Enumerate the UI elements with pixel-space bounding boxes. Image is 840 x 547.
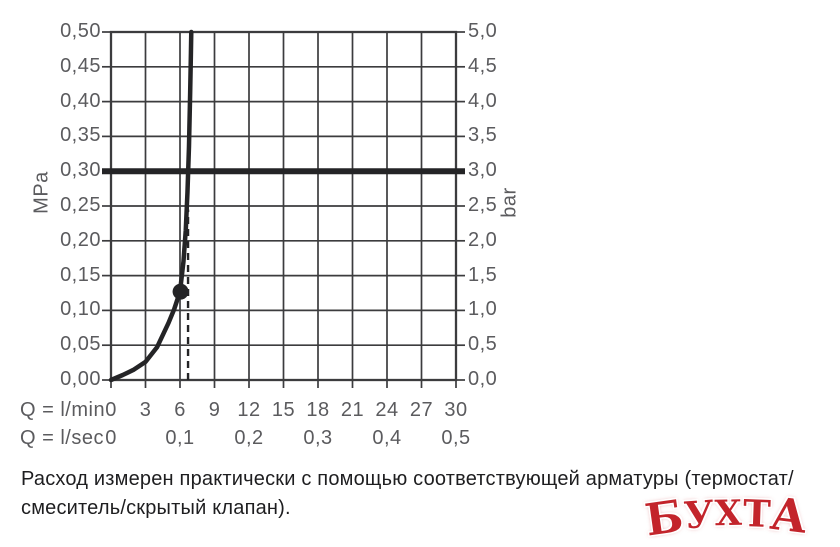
y-left-tick-label: 0,25 (60, 194, 101, 216)
y-right-tick-label: 4,5 (468, 54, 498, 77)
watermark-letter: Х (714, 492, 744, 535)
operating-point-dot (172, 283, 189, 300)
watermark-letter: А (767, 486, 812, 544)
plot-border (109, 30, 458, 382)
caption-line-2: смеситель/скрытый клапан). (21, 497, 291, 519)
y-left-tick-label: 0,35 (60, 124, 101, 147)
x-lmin-tick-label: 27 (409, 399, 434, 421)
x-axis-lmin-label: Q = l/min (20, 399, 106, 421)
caption-line-1: Расход измерен практически с помощью соо… (21, 468, 794, 490)
y-right-tick-label: 2,0 (468, 228, 498, 251)
y-right-tick-label: 0,0 (468, 368, 498, 390)
x-lsec-tick-label: 0,1 (165, 427, 195, 449)
y-right-tick-label: 0,5 (468, 333, 498, 356)
x-lmin-tick-label: 24 (375, 399, 399, 421)
y-left-tick-label: 0,50 (60, 20, 101, 42)
y-right-tick-label: 1,5 (468, 263, 498, 286)
x-lmin-tick-label: 0 (105, 399, 117, 421)
y-left-tick-label: 0,30 (60, 159, 101, 182)
y-right-tick-label: 3,5 (468, 124, 498, 147)
x-lmin-tick-label: 21 (340, 399, 365, 421)
y-right-tick-label: 3,0 (468, 159, 498, 182)
x-lsec-tick-label: 0 (105, 427, 117, 449)
x-lmin-tick-label: 15 (271, 399, 296, 421)
y-left-tick-label: 0,45 (60, 54, 101, 77)
y-right-tick-label: 2,5 (468, 194, 498, 216)
x-lmin-tick-label: 12 (237, 399, 261, 421)
caption: Расход измерен практически с помощью соо… (21, 465, 794, 523)
y-right-tick-label: 1,0 (468, 298, 498, 321)
y-left-tick-label: 0,20 (60, 228, 101, 251)
y-right-tick-label: 4,0 (468, 89, 498, 112)
x-lsec-tick-label: 0,3 (303, 427, 333, 449)
x-lsec-tick-label: 0,2 (234, 427, 264, 449)
y-left-tick-label: 0,15 (60, 263, 101, 286)
y-right-tick-label: 5,0 (468, 20, 498, 42)
watermark-letter: У (682, 491, 717, 538)
flow-diagram-chart (102, 29, 465, 388)
x-lmin-tick-label: 18 (306, 399, 330, 421)
x-lmin-tick-label: 9 (208, 399, 221, 421)
x-axis-lsec-label: Q = l/sec (20, 427, 104, 449)
watermark-letter: Б (642, 490, 688, 547)
y-left-tick-label: 0,00 (60, 368, 101, 390)
x-lmin-tick-label: 6 (174, 399, 186, 421)
x-lsec-tick-label: 0,4 (372, 427, 402, 449)
x-lmin-tick-label: 3 (139, 399, 152, 421)
y-left-tick-label: 0,40 (60, 89, 101, 112)
watermark-logo: БУХТА (642, 486, 812, 547)
x-lmin-tick-label: 30 (444, 399, 468, 421)
y-left-tick-label: 0,05 (60, 333, 101, 356)
y-left-tick-label: 0,10 (60, 298, 101, 321)
x-lsec-tick-label: 0,5 (441, 427, 471, 449)
